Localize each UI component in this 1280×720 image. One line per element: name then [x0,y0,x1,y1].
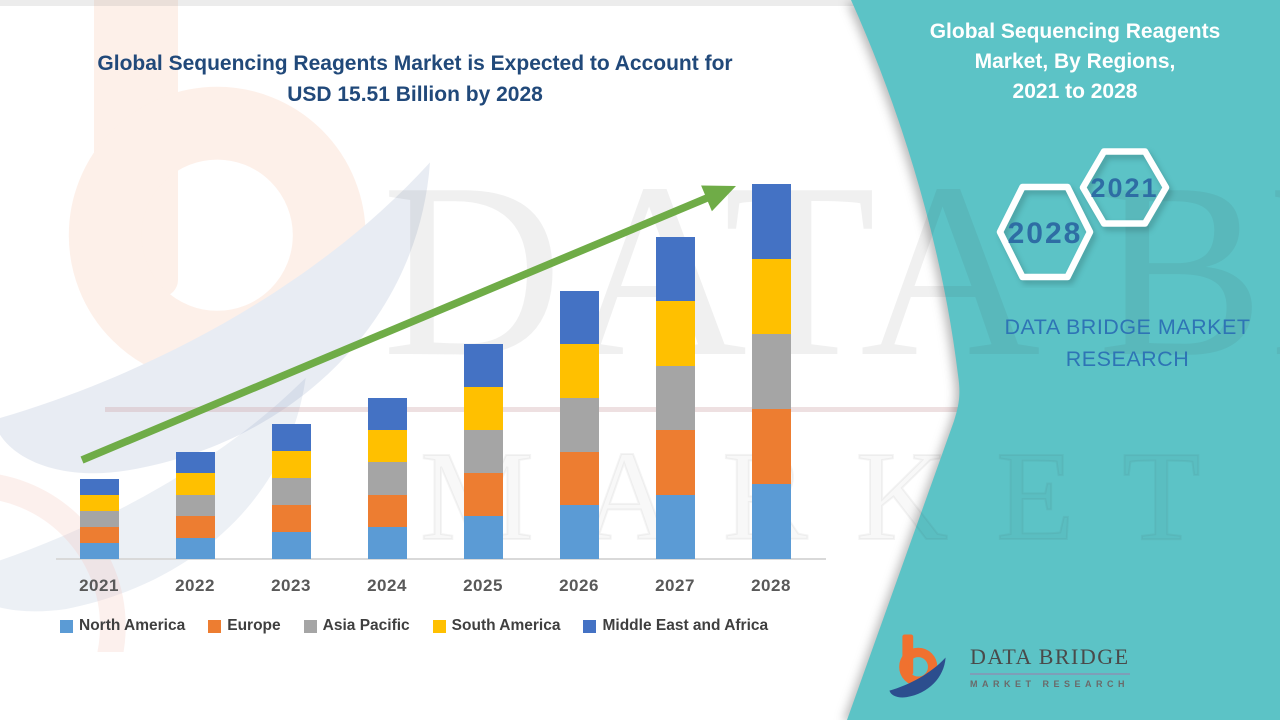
bar-2022 [175,451,215,559]
brand-logo: DATA BRIDGE MARKET RESEARCH [888,633,1130,705]
x-axis-label-2028: 2028 [751,576,791,595]
bar-2027 [655,237,695,559]
brand-name-line2: RESEARCH [1065,347,1190,371]
bar-segment-asia-pacific-2024 [367,462,407,495]
bar-segment-middle-east-and-africa-2021 [79,479,119,495]
bar-segment-middle-east-and-africa-2027 [655,237,695,302]
bar-segment-north-america-2023 [271,531,311,559]
brand-name-line1: DATA BRIDGE MARKET [1004,315,1251,339]
bar-segment-asia-pacific-2022 [175,494,215,516]
bar-segment-north-america-2026 [559,505,599,559]
bar-segment-europe-2028 [751,409,791,484]
brand-logo-text: DATA BRIDGE MARKET RESEARCH [970,633,1130,689]
legend-label: Asia Pacific [322,617,410,634]
legend-label: Middle East and Africa [602,617,769,634]
bar-segment-middle-east-and-africa-2023 [271,423,311,451]
side-panel-title: Global Sequencing Reagents Market, By Re… [880,17,1270,107]
bar-segment-south-america-2024 [367,430,407,463]
bar-segment-north-america-2027 [655,494,695,559]
hexagon-2021-icon [1079,148,1170,227]
legend-label: Europe [227,617,281,634]
brand-logo-name: DATA BRIDGE [970,644,1130,669]
brand-watermark-swoosh-icon [0,377,306,652]
bar-segment-south-america-2026 [559,344,599,398]
bar-segment-north-america-2022 [175,537,215,559]
bar-segment-north-america-2025 [463,515,503,559]
x-axis-line [56,558,826,560]
bar-segment-middle-east-and-africa-2026 [559,290,599,345]
side-panel-title-line3: 2021 to 2028 [1012,80,1138,103]
x-axis-label-2025: 2025 [463,576,503,595]
bar-segment-asia-pacific-2026 [559,397,599,452]
bar-segment-europe-2022 [175,516,215,538]
chart-title-line2: USD 15.51 Billion by 2028 [287,83,543,106]
bar-segment-north-america-2024 [367,526,407,559]
bar-segment-north-america-2021 [79,543,119,559]
bar-segment-asia-pacific-2025 [463,429,503,473]
bar-segment-middle-east-and-africa-2022 [175,451,215,473]
bar-segment-middle-east-and-africa-2024 [367,398,407,431]
side-panel-title-line1: Global Sequencing Reagents [929,20,1221,43]
bar-2023 [271,423,311,559]
bar-segment-europe-2023 [271,504,311,532]
brand-name-text: DATA BRIDGE MARKET RESEARCH [985,311,1270,375]
hexagon-2028-icon [996,183,1094,281]
brand-logo-subtitle: MARKET RESEARCH [970,679,1130,689]
bar-segment-europe-2025 [463,472,503,516]
decorative-top-strip [0,0,856,6]
bar-segment-middle-east-and-africa-2028 [751,184,791,259]
legend-item-europe: Europe [208,617,281,635]
legend-swatch-icon [583,619,597,633]
legend-swatch-icon [208,619,222,633]
x-axis-label-2023: 2023 [271,576,311,595]
brand-logo-icon [889,634,946,698]
x-axis-label-2022: 2022 [175,576,215,595]
bar-segment-asia-pacific-2027 [655,365,695,431]
year-hexagons: 2028 2021 [996,148,1170,281]
bar-2025 [463,343,503,559]
bar-2028 [751,184,791,559]
hexagon-2028-label: 2028 [1008,217,1083,250]
chart-title-line1: Global Sequencing Reagents Market is Exp… [97,52,733,75]
chart-title: Global Sequencing Reagents Market is Exp… [35,48,795,110]
bar-segment-north-america-2028 [751,484,791,559]
legend-label: North America [79,617,186,634]
x-axis-label-2026: 2026 [559,576,599,595]
x-axis-label-2024: 2024 [367,576,407,595]
legend-swatch-icon [303,619,317,633]
bar-2026 [559,290,599,559]
bar-segment-south-america-2028 [751,259,791,334]
bar-segment-europe-2027 [655,430,695,495]
brand-logo-rule [970,673,1130,675]
bar-segment-south-america-2023 [271,450,311,478]
legend-item-middle-east-and-africa: Middle East and Africa [583,617,768,635]
bar-segment-europe-2021 [79,527,119,543]
x-axis-label-2021: 2021 [79,576,119,595]
bar-segment-south-america-2025 [463,386,503,430]
legend-item-north-america: North America [60,617,185,635]
bar-segment-asia-pacific-2021 [79,511,119,527]
bar-segment-south-america-2021 [79,495,119,511]
hexagon-2021-label: 2021 [1090,173,1158,203]
bar-2024 [367,398,407,559]
x-axis-label-2027: 2027 [655,576,695,595]
side-panel-title-line2: Market, By Regions, [974,50,1176,73]
bar-segment-middle-east-and-africa-2025 [463,343,503,387]
legend-swatch-icon [432,619,446,633]
legend-item-south-america: South America [432,617,561,635]
bar-2021 [79,479,119,559]
bar-segment-south-america-2027 [655,301,695,366]
legend-swatch-icon [60,619,73,633]
bar-segment-asia-pacific-2028 [751,334,791,409]
bar-segment-south-america-2022 [175,473,215,495]
legend-label: South America [451,617,561,634]
bar-segment-europe-2024 [367,494,407,527]
legend-item-asia-pacific: Asia Pacific [303,617,410,635]
bar-segment-asia-pacific-2023 [271,477,311,505]
legend: North America Europe Asia Pacific South Ame… [60,617,768,635]
bar-segment-europe-2026 [559,451,599,506]
